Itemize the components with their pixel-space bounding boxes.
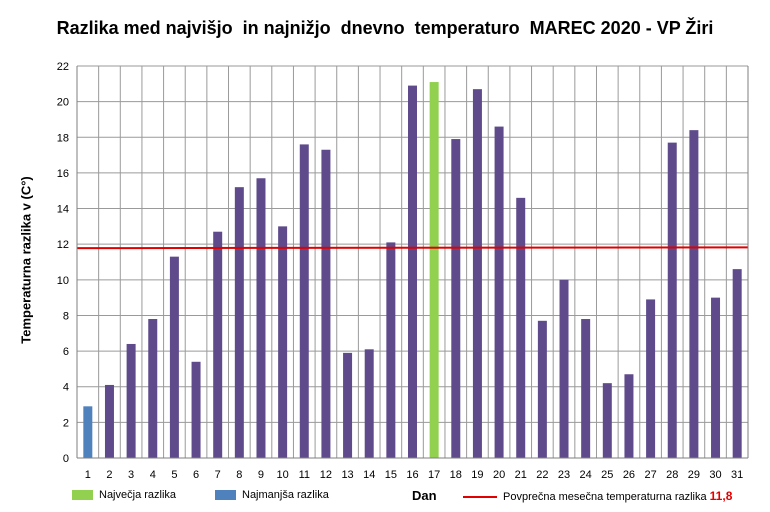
x-tick-label: 26 [623, 469, 635, 481]
bar-day-21 [516, 197, 526, 458]
legend-min-swatch [215, 490, 236, 501]
bar-day-8 [234, 187, 244, 458]
legend-min-label: Najmanjša razlika [242, 489, 329, 501]
x-tick-label: 5 [171, 469, 177, 481]
bar-day-14 [364, 349, 374, 458]
y-tick-label: 0 [63, 453, 69, 465]
x-axis-label: Dan [412, 488, 437, 503]
x-tick-label: 25 [601, 469, 613, 481]
x-tick-label: 20 [493, 469, 505, 481]
average-line [76, 246, 749, 250]
average-line-layer [76, 246, 749, 250]
y-tick-label: 20 [57, 97, 69, 109]
x-tick-label: 4 [150, 469, 156, 481]
y-tick-label: 18 [57, 132, 69, 144]
x-tick-label: 17 [428, 469, 440, 481]
x-tick-label: 10 [277, 469, 289, 481]
y-tick-labels: 0 2 4 6 8 10 12 14 16 18 20 22 [57, 61, 69, 465]
x-tick-label: 8 [236, 469, 242, 481]
legend-max: Največja razlika [72, 489, 176, 501]
x-tick-label: 21 [515, 469, 527, 481]
bar-day-20 [494, 126, 504, 458]
bar-day-13 [343, 352, 353, 458]
bar-day-11 [299, 144, 309, 458]
bar-day-19 [472, 89, 482, 458]
legend-average-label: Povprečna mesečna temperaturna razlika [503, 491, 707, 503]
bar-day-29 [689, 130, 699, 459]
grid-lines [76, 65, 749, 458]
bar-day-9 [256, 178, 266, 458]
y-tick-label: 10 [57, 275, 69, 287]
y-tick-label: 22 [57, 61, 69, 73]
x-tick-label: 29 [688, 469, 700, 481]
y-tick-label: 16 [57, 168, 69, 180]
bar-day-30 [711, 297, 721, 458]
bar-day-31 [732, 269, 742, 458]
x-tick-label: 14 [363, 469, 375, 481]
bar-day-23 [559, 279, 569, 458]
bar-day-15 [386, 242, 396, 458]
x-tick-label: 11 [299, 469, 310, 481]
legend-average-swatch [463, 496, 497, 499]
y-tick-label: 2 [63, 417, 69, 429]
x-tick-label: 23 [558, 469, 570, 481]
x-tick-label: 2 [106, 469, 112, 481]
x-tick-label: 13 [341, 469, 353, 481]
x-tick-label: 7 [215, 469, 221, 481]
x-tick-label: 6 [193, 469, 199, 481]
legend-min: Najmanjša razlika [215, 489, 329, 501]
x-tick-labels: 1 2 3 4 5 6 7 8 9 10 11 12 13 14 15 16 17 18 19 20 21 22 23 24 2… [85, 469, 744, 481]
x-tick-label: 30 [709, 469, 721, 481]
bar-day-17 [429, 82, 439, 458]
bar-day-4 [148, 319, 158, 458]
bar-day-3 [126, 343, 136, 458]
x-tick-label: 24 [580, 469, 592, 481]
legend-max-swatch [72, 490, 93, 501]
bar-day-22 [537, 320, 547, 458]
x-tick-label: 18 [450, 469, 462, 481]
bar-day-27 [646, 299, 656, 458]
bar-day-18 [451, 139, 461, 458]
bar-day-10 [278, 226, 288, 458]
bar-day-2 [104, 384, 114, 458]
bar-day-26 [624, 374, 634, 458]
y-tick-label: 14 [57, 204, 69, 216]
bars [83, 82, 742, 459]
x-tick-label: 22 [536, 469, 548, 481]
axes [76, 66, 749, 459]
chart-title: Razlika med najvišjo in najnižjo dnevno … [56, 18, 714, 38]
y-tick-label: 12 [57, 239, 69, 251]
x-tick-label: 3 [128, 469, 134, 481]
legend-average: Povprečna mesečna temperaturna razlika 1… [463, 489, 732, 503]
bar-day-6 [191, 361, 201, 458]
x-tick-label: 1 [85, 469, 91, 481]
x-tick-label: 28 [666, 469, 678, 481]
y-tick-label: 8 [63, 310, 69, 322]
bar-day-12 [321, 149, 331, 458]
bar-day-5 [169, 256, 179, 458]
bar-day-24 [581, 319, 591, 458]
x-tick-label: 16 [406, 469, 418, 481]
legend-average-value: 11,8 [709, 489, 733, 503]
x-tick-label: 15 [385, 469, 397, 481]
bar-day-16 [408, 85, 417, 458]
bar-day-1 [83, 406, 93, 458]
x-tick-label: 19 [471, 469, 483, 481]
y-tick-label: 4 [63, 382, 69, 394]
x-tick-label: 12 [320, 469, 332, 481]
x-tick-label: 31 [731, 469, 743, 481]
legend-max-label: Največja razlika [99, 489, 177, 501]
x-tick-label: 9 [258, 469, 264, 481]
bar-day-28 [667, 142, 677, 459]
bar-day-25 [602, 383, 612, 458]
bar-day-7 [213, 231, 223, 458]
y-tick-label: 6 [63, 346, 69, 358]
x-tick-label: 27 [644, 469, 656, 481]
